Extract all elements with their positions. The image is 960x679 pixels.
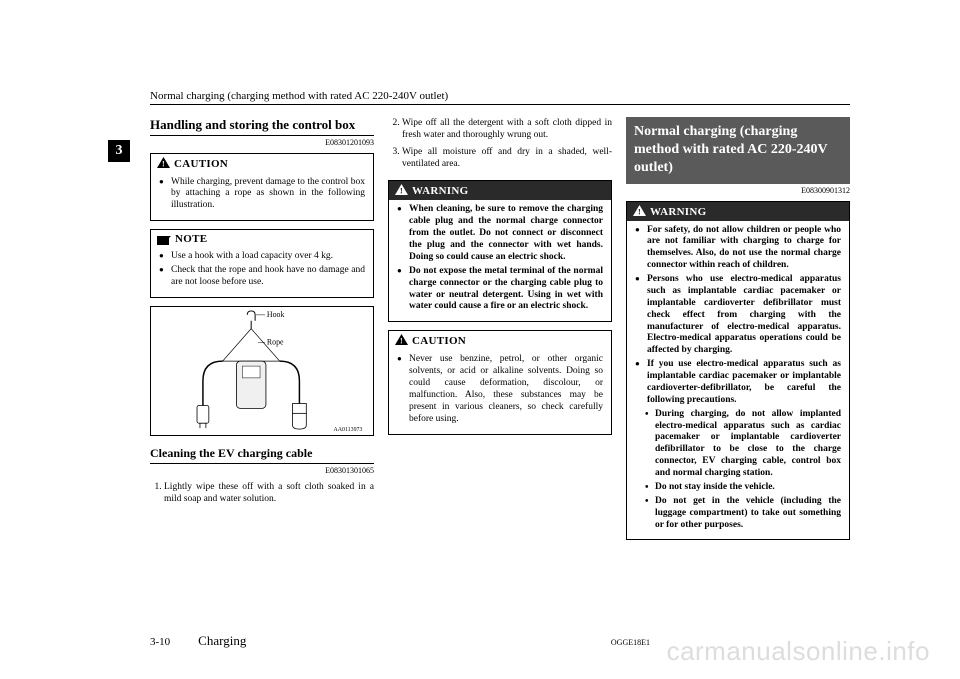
note-item: Use a hook with a load capacity over 4 k… xyxy=(159,251,365,263)
warning-item: If you use electro-medical apparatus suc… xyxy=(635,359,841,407)
caution-head: ! CAUTION xyxy=(389,331,611,350)
caution-label: CAUTION xyxy=(412,335,466,347)
caution-body: While charging, prevent damage to the co… xyxy=(151,173,373,221)
warning-label: WARNING xyxy=(412,185,469,197)
rope-label: Rope xyxy=(267,337,284,346)
caution-body: Never use benzine, petrol, or other orga… xyxy=(389,350,611,433)
note-head: NOTE xyxy=(151,230,373,247)
warning-triangle-icon: ! xyxy=(395,334,408,348)
step-item: Wipe all moisture off and dry in a shade… xyxy=(402,146,612,171)
warning-box: ! WARNING For safety, do not allow child… xyxy=(626,201,850,541)
warning-triangle-icon: ! xyxy=(633,205,646,219)
note-box: NOTE Use a hook with a load capacity ove… xyxy=(150,229,374,298)
warning-item: When cleaning, be sure to remove the cha… xyxy=(397,204,603,263)
column-1: Handling and storing the control box E08… xyxy=(150,117,374,548)
doc-code: E08300901312 xyxy=(626,186,850,195)
column-2: Wipe off all the detergent with a soft c… xyxy=(388,117,612,548)
note-icon xyxy=(157,234,171,245)
caution-box: ! CAUTION Never use benzine, petrol, or … xyxy=(388,330,612,434)
column-layout: Handling and storing the control box E08… xyxy=(150,117,850,548)
doc-code: E08301201093 xyxy=(150,138,374,147)
warning-label: WARNING xyxy=(650,206,707,218)
warning-body: For safety, do not allow children or peo… xyxy=(627,221,849,540)
warning-sub-item: Do not stay inside the vehicle. xyxy=(635,482,841,494)
running-head: Normal charging (charging method with ra… xyxy=(150,90,850,105)
svg-text:!: ! xyxy=(638,207,641,216)
section-banner: Normal charging (charging method with ra… xyxy=(626,117,850,184)
caution-box: ! CAUTION While charging, prevent damage… xyxy=(150,153,374,222)
illustration-figure: Hook Rope xyxy=(150,306,374,436)
section-tab: 3 xyxy=(108,140,130,162)
sub-section-title: Cleaning the EV charging cable xyxy=(150,446,374,464)
warning-item: For safety, do not allow children or peo… xyxy=(635,225,841,273)
step-item: Wipe off all the detergent with a soft c… xyxy=(402,117,612,142)
page-content: Normal charging (charging method with ra… xyxy=(150,90,850,649)
note-body: Use a hook with a load capacity over 4 k… xyxy=(151,247,373,297)
warning-triangle-icon: ! xyxy=(157,157,170,171)
warning-head: ! WARNING xyxy=(389,181,611,200)
chapter-name: Charging xyxy=(198,633,246,649)
caution-item: Never use benzine, petrol, or other orga… xyxy=(397,354,603,425)
caution-label: CAUTION xyxy=(174,158,228,170)
warning-box: ! WARNING When cleaning, be sure to remo… xyxy=(388,180,612,322)
body-text: Lightly wipe these off with a soft cloth… xyxy=(150,481,374,506)
warning-sub-item: During charging, do not allow implanted … xyxy=(635,409,841,480)
svg-text:!: ! xyxy=(162,159,165,168)
page-footer: 3-10 Charging OGGE18E1 xyxy=(150,633,850,649)
note-item: Check that the rope and hook have no dam… xyxy=(159,265,365,289)
warning-item: Do not expose the metal terminal of the … xyxy=(397,266,603,314)
warning-head: ! WARNING xyxy=(627,202,849,221)
warning-sub-item: Do not get in the vehicle (including the… xyxy=(635,496,841,532)
footer-code: OGGE18E1 xyxy=(611,638,650,647)
svg-text:!: ! xyxy=(400,337,403,346)
warning-item: Persons who use electro-medical apparatu… xyxy=(635,274,841,357)
section-title: Handling and storing the control box xyxy=(150,117,374,136)
page-number: 3-10 xyxy=(150,636,170,648)
step-item: Lightly wipe these off with a soft cloth… xyxy=(164,481,374,506)
warning-body: When cleaning, be sure to remove the cha… xyxy=(389,200,611,321)
warning-triangle-icon: ! xyxy=(395,184,408,198)
doc-code: E08301301065 xyxy=(150,466,374,475)
column-3: Normal charging (charging method with ra… xyxy=(626,117,850,548)
hook-label: Hook xyxy=(267,310,285,319)
caution-item: While charging, prevent damage to the co… xyxy=(159,177,365,213)
figure-code: AA0113973 xyxy=(334,427,363,433)
svg-text:!: ! xyxy=(400,187,403,196)
body-text: Wipe off all the detergent with a soft c… xyxy=(388,117,612,170)
caution-head: ! CAUTION xyxy=(151,154,373,173)
note-label: NOTE xyxy=(175,233,207,245)
